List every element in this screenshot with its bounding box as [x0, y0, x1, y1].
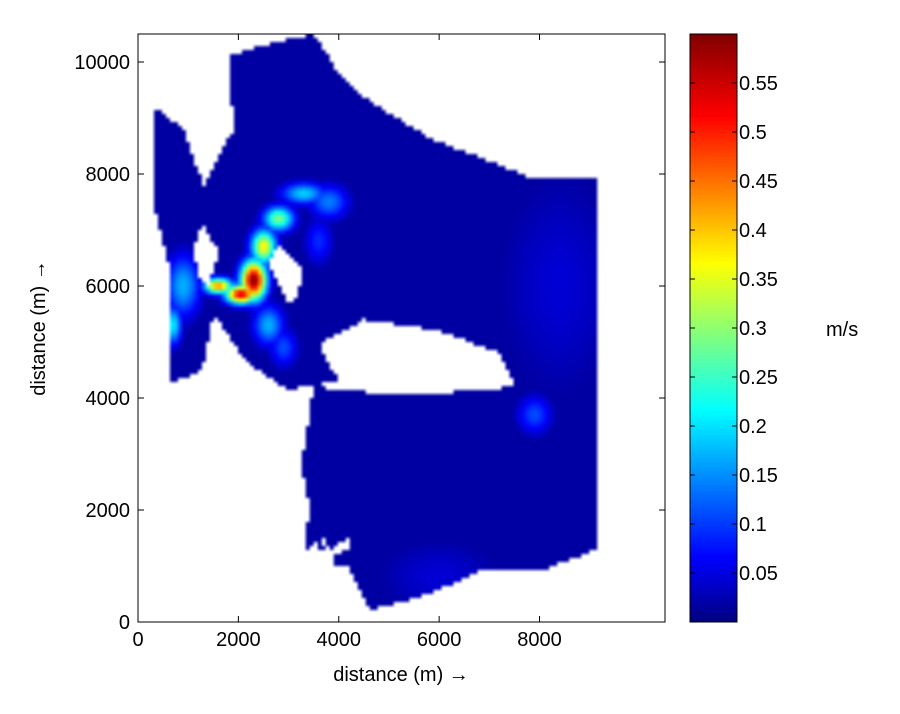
- x-tick-label: 2000: [216, 629, 261, 651]
- colorbar-tick-label: 0.05: [739, 563, 778, 585]
- y-axis-label: distance (m) →: [28, 260, 50, 396]
- plot-area: 0 2000 4000 6000 8000 0 2000 4000 6000 8000 10000…: [28, 33, 666, 686]
- colorbar-tick-label: 0.15: [739, 465, 778, 487]
- velocity-heatmap: [138, 34, 665, 622]
- colorbar-tick-label: 0.55: [739, 73, 778, 95]
- colorbar-tick-label: 0.4: [739, 220, 767, 242]
- plot-frame: [137, 33, 666, 623]
- x-tick-label: 4000: [317, 629, 362, 651]
- y-tick-label: 10000: [74, 52, 130, 74]
- x-tick-label: 6000: [417, 629, 462, 651]
- colorbar-tick-label: 0.35: [739, 269, 778, 291]
- colorbar-unit-label: m/s: [826, 319, 858, 341]
- colorbar: 0.050.10.150.20.250.30.350.40.450.50.55 …: [689, 33, 858, 623]
- x-tick-label: 8000: [517, 629, 562, 651]
- y-tick-label: 0: [119, 612, 130, 634]
- colorbar-tick-label: 0.2: [739, 416, 767, 438]
- colorbar-ticks: 0.05 0.1 0.15 0.2 0.25 0.3 0.35 0.4 0.45 0.5 0.55: [690, 73, 778, 585]
- colorbar-gradient: [690, 34, 737, 622]
- colorbar-tick-label: 0.5: [739, 122, 767, 144]
- colorbar-tick-label: 0.25: [739, 367, 778, 389]
- x-axis-label: distance (m) →: [333, 664, 469, 686]
- colorbar-tick-label: 0.1: [739, 514, 767, 536]
- x-axis: 0 2000 4000 6000 8000: [132, 34, 562, 651]
- x-tick-label: 0: [132, 629, 143, 651]
- y-tick-label: 4000: [86, 388, 131, 410]
- y-axis: 0 2000 4000 6000 8000 10000: [74, 52, 665, 634]
- y-tick-label: 8000: [86, 164, 131, 186]
- colorbar-tick-label: 0.3: [739, 318, 767, 340]
- colorbar-tick-label: 0.45: [739, 171, 778, 193]
- y-tick-label: 6000: [86, 276, 131, 298]
- y-tick-label: 2000: [86, 500, 131, 522]
